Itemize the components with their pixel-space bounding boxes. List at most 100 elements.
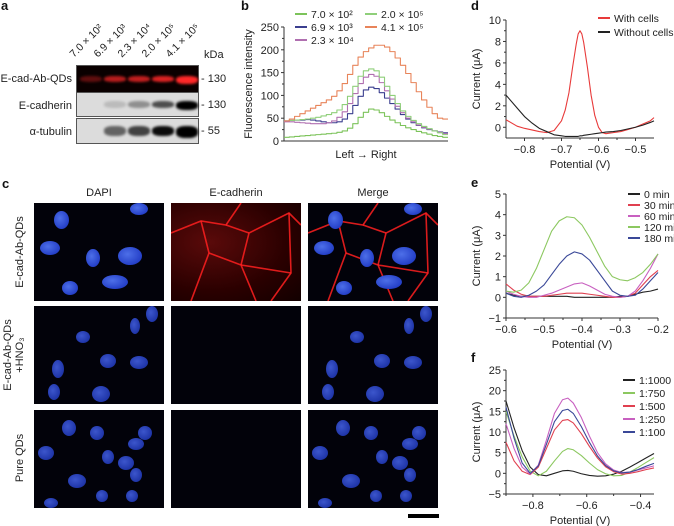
cell-nucleus <box>400 490 412 502</box>
cell-nucleus <box>118 456 134 470</box>
cell-nucleus <box>336 281 352 295</box>
micrograph-ecadherin-row3 <box>171 410 301 508</box>
cell-nucleus <box>100 354 116 368</box>
y-tick-label: 150 <box>261 68 279 80</box>
cell-nucleus <box>86 249 100 267</box>
x-tick-label: −0.2 <box>647 324 669 336</box>
y-tick-label: 20 <box>489 386 501 398</box>
blot-row-label: α-tubulin <box>29 126 72 138</box>
y-axis-label: Current (μA) <box>471 226 483 287</box>
legend-label: 2.0 × 10⁵ <box>381 9 424 21</box>
blot-band <box>80 126 102 136</box>
blot-band <box>176 126 198 138</box>
cell-nucleus <box>146 306 158 322</box>
cell-nucleus <box>62 281 78 295</box>
series-line <box>284 44 448 122</box>
panel-d-label: d <box>471 0 479 13</box>
cell-nucleus <box>76 331 90 343</box>
x-axis-label: Potential (V) <box>550 159 611 171</box>
dpv-dilution-chart: −5 0 5 10 15 20 25 −0.8 −0.6 −0.4 Potential (V) Cur… <box>471 365 671 526</box>
row-label-ecad-hno3: E-cad-Ab-QDs +HNO₃ <box>2 305 26 405</box>
y-axis-label: Fluorescence intensity <box>243 29 255 139</box>
fluorescence-chart: 0 50 100 150 200 250 Left → Right Fluorescence … <box>243 9 448 161</box>
column-label-merge: Merge <box>357 187 389 199</box>
legend-label: 1:1000 <box>639 375 671 387</box>
blot-band <box>152 101 174 108</box>
kda-marker: - 130 <box>201 99 227 111</box>
micrograph-ecadherin-row2 <box>171 306 301 404</box>
cell-nucleus <box>96 490 108 502</box>
legend-label: 1:100 <box>639 427 665 439</box>
legend-label: 1:250 <box>639 414 665 426</box>
legend-label: 0 min <box>644 189 670 201</box>
x-axis-label: Potential (V) <box>550 515 611 526</box>
cell-nucleus <box>412 426 426 440</box>
y-tick-label: 25 <box>489 365 501 377</box>
y-tick-label: 0 <box>495 292 501 304</box>
legend-label: 120 min <box>644 222 674 234</box>
y-tick-label: 0 <box>495 468 501 480</box>
y-axis-label: Current (μA) <box>471 49 483 110</box>
column-label-dapi: DAPI <box>86 187 112 199</box>
cell-nucleus <box>68 474 86 488</box>
cell-nucleus <box>392 247 416 265</box>
cell-nucleus <box>364 426 378 440</box>
blot-tubulin-strip <box>76 118 199 144</box>
cell-nucleus <box>366 386 384 402</box>
series-line <box>505 251 659 298</box>
x-tick-label: −0.6 <box>495 324 517 336</box>
y-tick-label: 2 <box>495 101 501 113</box>
y-tick-label: 1 <box>495 272 501 284</box>
blot-row-label: E-cad-Ab-QDs <box>0 73 72 85</box>
cell-nucleus <box>404 356 422 369</box>
y-tick-label: 10 <box>489 15 501 27</box>
y-tick-label: 100 <box>261 90 279 102</box>
y-axis-label: Current (μA) <box>471 402 483 463</box>
cell-nucleus <box>322 384 334 400</box>
panel-c-label: c <box>2 176 10 191</box>
kda-header: kDa <box>204 49 224 61</box>
cell-nucleus <box>402 438 418 450</box>
row-label-line: +HNO₃ <box>14 337 26 373</box>
cell-nucleus <box>342 474 360 488</box>
blot-band <box>80 101 102 108</box>
y-tick-label: 6 <box>495 58 501 70</box>
micrograph-merge-row2 <box>308 306 438 404</box>
kda-marker: - 130 <box>201 73 227 85</box>
cell-nucleus <box>376 450 388 464</box>
legend-label: With cells <box>614 13 659 25</box>
x-tick-label: −0.4 <box>571 324 593 336</box>
y-tick-label: −5 <box>488 489 501 501</box>
y-tick-label: 250 <box>261 22 279 34</box>
series-line <box>505 94 655 137</box>
cell-nucleus <box>52 360 64 378</box>
cell-nucleus <box>404 203 422 215</box>
cell-nucleus <box>336 420 350 436</box>
series-line <box>505 270 659 298</box>
cell-nucleus <box>102 275 128 289</box>
y-tick-label: 10 <box>489 427 501 439</box>
y-tick-label: 5 <box>495 448 501 460</box>
cell-nucleus <box>328 211 343 229</box>
series-line <box>505 216 659 293</box>
micrograph-dapi-row1 <box>34 203 164 301</box>
blot-band <box>104 76 126 82</box>
column-label-ecadherin: E-cadherin <box>209 187 263 199</box>
y-tick-label: 3 <box>495 230 501 242</box>
row-label-line: E-cad-Ab-QDs <box>2 319 14 391</box>
y-tick-label: 4 <box>495 210 501 222</box>
cell-nucleus <box>130 203 148 215</box>
legend-label: 30 min <box>644 200 674 212</box>
legend-label: 7.0 × 10² <box>311 9 353 21</box>
x-axis-label: Left → Right <box>335 149 396 161</box>
series-line <box>505 400 655 477</box>
cell-nucleus <box>38 446 54 460</box>
dpv-time-chart: −1 0 1 2 3 4 5 −0.6 −0.5 −0.4 −0.3 −0.2 Potential (V… <box>471 189 674 350</box>
cell-nucleus <box>44 498 58 508</box>
cell-nucleus <box>126 490 138 502</box>
cell-nucleus <box>130 356 148 369</box>
x-tick-label: −0.6 <box>588 144 610 156</box>
x-tick-label: −0.6 <box>576 500 598 512</box>
y-tick-label: 8 <box>495 36 501 48</box>
panel-b-label: b <box>241 0 249 13</box>
